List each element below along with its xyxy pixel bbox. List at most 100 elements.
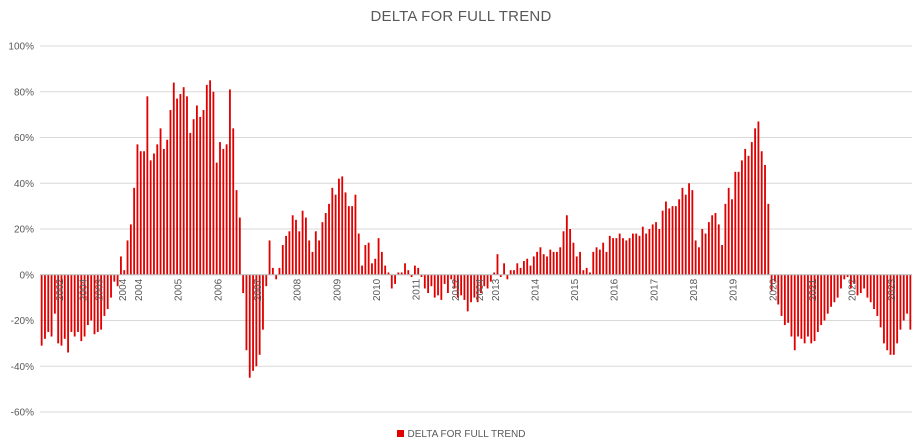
bar: [820, 274, 823, 326]
bar: [235, 190, 238, 275]
bar: [628, 238, 631, 275]
y-tick-label: 60%: [14, 133, 34, 144]
bar: [67, 274, 69, 353]
x-tick-label: 2004: [134, 278, 145, 301]
bar: [232, 128, 235, 275]
bar: [711, 215, 714, 275]
bar: [721, 245, 723, 275]
bar: [205, 84, 208, 275]
bar: [80, 274, 83, 342]
x-tick-label: 2006: [213, 278, 224, 301]
bar: [169, 110, 172, 275]
bar: [714, 212, 717, 275]
x-tick-label: 2009: [332, 278, 343, 301]
bar: [770, 274, 773, 291]
bar: [701, 229, 704, 275]
bar: [470, 274, 472, 303]
bar: [717, 224, 720, 275]
bar: [906, 274, 908, 314]
bar: [840, 274, 842, 289]
x-tick-label: 2002: [55, 278, 66, 301]
bar: [278, 267, 281, 275]
bar: [347, 206, 350, 275]
bar: [556, 251, 558, 275]
bar: [242, 274, 245, 294]
bar: [40, 274, 43, 346]
bar: [569, 229, 572, 275]
bar: [443, 274, 446, 284]
bar: [219, 142, 221, 275]
bar: [86, 274, 89, 326]
bar: [896, 274, 899, 344]
bar: [740, 160, 743, 275]
x-tick-label: 2011: [412, 278, 423, 300]
bar: [536, 251, 539, 275]
bar: [212, 91, 215, 275]
bar: [364, 245, 367, 275]
bar: [661, 210, 664, 275]
x-tick-label: 2023: [887, 278, 898, 301]
bar: [321, 222, 324, 275]
bar: [489, 274, 492, 282]
bar: [565, 215, 568, 275]
bar: [427, 274, 430, 294]
bar: [113, 274, 116, 282]
bar: [483, 274, 486, 287]
bar: [777, 274, 780, 305]
bar: [60, 274, 63, 346]
bar: [480, 274, 482, 294]
bar: [413, 265, 416, 275]
bar: [189, 132, 192, 275]
bar: [47, 274, 50, 332]
bar: [476, 274, 479, 303]
legend-label: DELTA FOR FULL TREND: [407, 429, 526, 440]
bar: [506, 274, 509, 280]
bar: [70, 274, 73, 332]
x-tick-label: 2004: [475, 278, 486, 301]
bar: [100, 274, 103, 330]
bar: [546, 256, 548, 275]
bar: [876, 274, 879, 316]
bar: [612, 238, 614, 275]
bar: [129, 224, 132, 275]
x-tick-label: 2014: [530, 278, 541, 301]
bar: [589, 272, 591, 275]
bar: [453, 274, 456, 289]
bar: [380, 251, 383, 275]
bar: [747, 155, 750, 275]
bar: [826, 274, 829, 314]
bar: [268, 240, 271, 275]
y-tick-label: 20%: [14, 225, 34, 236]
bar: [618, 233, 621, 275]
bar: [248, 274, 251, 378]
bar: [774, 274, 776, 282]
bar: [757, 121, 760, 275]
bar: [53, 274, 56, 314]
bar: [215, 162, 218, 275]
bar: [456, 274, 459, 298]
bar: [496, 254, 499, 275]
bar: [608, 235, 611, 275]
legend: DELTA FOR FULL TREND: [0, 429, 922, 440]
bar: [684, 194, 687, 275]
bar: [420, 274, 423, 278]
bar: [787, 274, 790, 323]
y-tick-label: 100%: [8, 42, 34, 53]
bar: [579, 251, 581, 275]
bar: [255, 274, 258, 367]
bar: [522, 261, 525, 275]
bar: [314, 231, 317, 275]
bar: [116, 274, 119, 287]
bar: [430, 274, 433, 287]
bar: [552, 251, 555, 275]
bar: [846, 274, 849, 278]
bar: [889, 274, 892, 355]
bar: [704, 233, 707, 275]
bar: [638, 235, 641, 275]
bar: [149, 160, 152, 275]
bar: [304, 217, 307, 275]
bar: [830, 274, 832, 307]
x-tick-label: 2004: [79, 278, 90, 301]
y-tick-label: 80%: [14, 87, 34, 98]
